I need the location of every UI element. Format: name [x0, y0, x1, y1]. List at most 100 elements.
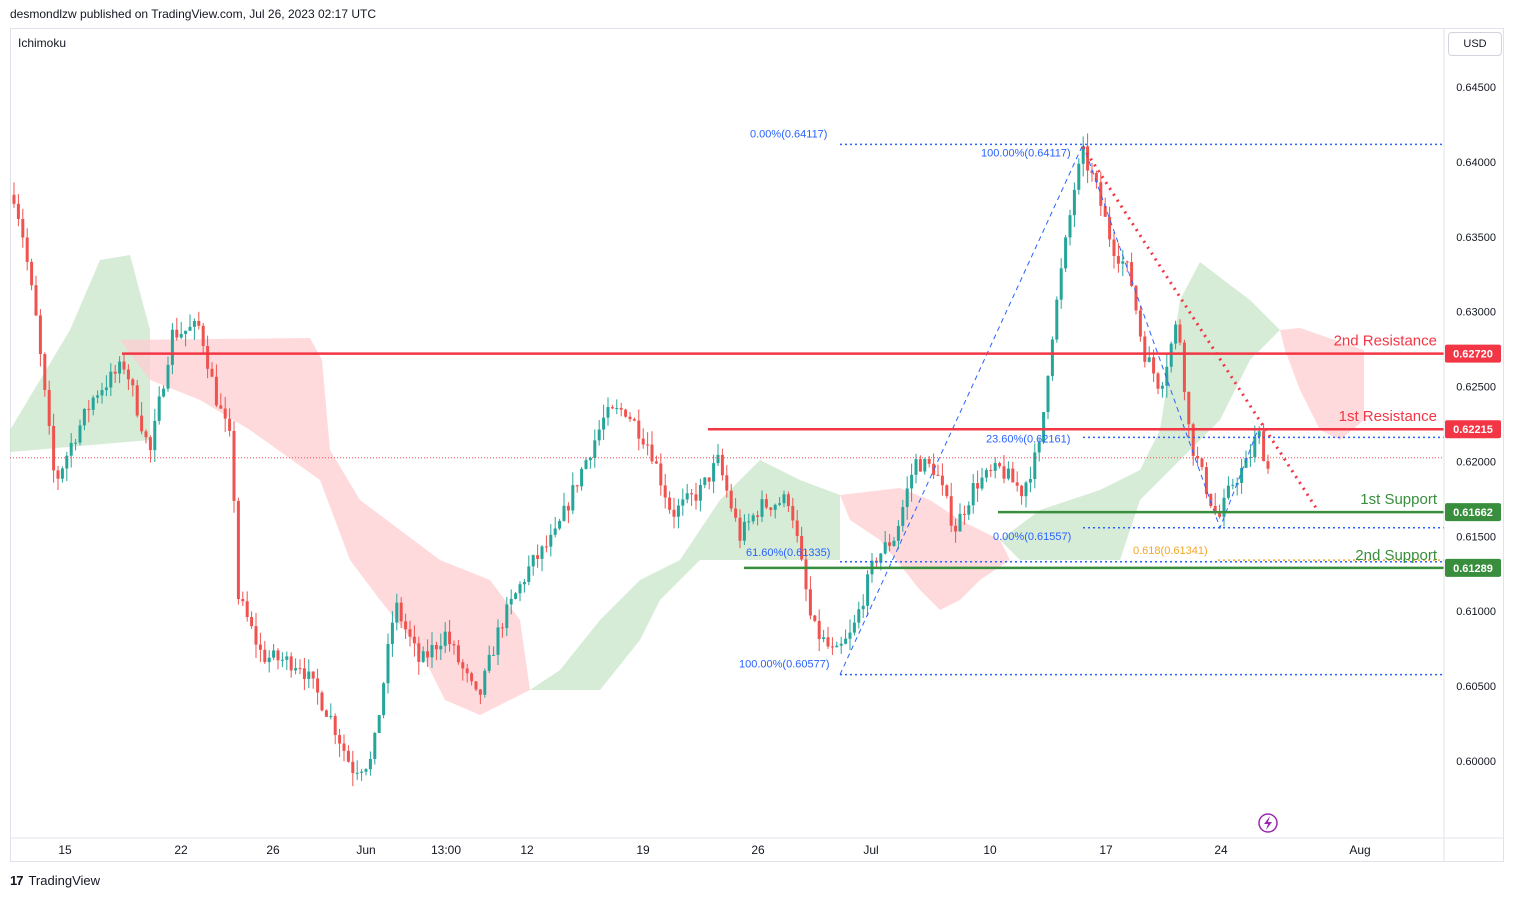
candle: [830, 637, 834, 656]
candle: [192, 318, 196, 340]
candle-body: [1015, 482, 1019, 486]
candle-body: [368, 758, 372, 770]
candle: [967, 501, 971, 521]
candle-body: [839, 643, 843, 646]
candle: [1068, 209, 1072, 246]
candle: [734, 498, 738, 522]
candle: [294, 658, 298, 675]
lightning-icon[interactable]: [1258, 813, 1278, 833]
candle-body: [1042, 412, 1046, 443]
candle: [329, 703, 333, 720]
candle-body: [487, 654, 491, 671]
candle: [505, 597, 509, 637]
candle: [263, 641, 267, 664]
candle: [96, 390, 100, 404]
candle-body: [135, 385, 139, 416]
candle: [804, 549, 808, 602]
candle-body: [676, 505, 680, 517]
candle-body: [993, 463, 997, 471]
candle-body: [1226, 485, 1230, 498]
footer-brand[interactable]: 17 TradingView: [10, 873, 100, 888]
candle: [1081, 136, 1085, 177]
candle-body: [606, 407, 610, 418]
candle: [157, 386, 161, 425]
candle-body: [126, 369, 130, 380]
candle-body: [659, 463, 663, 486]
candle: [1165, 353, 1169, 398]
candle: [333, 713, 337, 745]
candle-body: [654, 461, 658, 464]
candle: [826, 626, 830, 649]
candle: [219, 393, 223, 410]
candle-body: [360, 771, 364, 773]
candle-body: [1169, 343, 1173, 367]
candle: [12, 182, 16, 208]
candle-body: [883, 542, 887, 554]
candle-body: [1024, 482, 1028, 497]
candle: [791, 497, 795, 529]
candle-body: [1156, 373, 1160, 389]
candle: [1143, 331, 1147, 368]
candle-body: [25, 237, 29, 262]
cloud-segment-3: [840, 488, 1010, 610]
candle-body: [496, 627, 500, 655]
candle: [140, 402, 144, 435]
candle-body: [285, 656, 289, 660]
candle-body: [773, 504, 777, 510]
currency-button[interactable]: USD: [1448, 32, 1502, 56]
candle-body: [434, 644, 438, 650]
price-axis[interactable]: 0.62720 0.62215 0.61662 0.61289 0.64500 0.640…: [1443, 28, 1501, 862]
indicator-label[interactable]: Ichimoku: [18, 36, 67, 50]
candle-body: [1244, 457, 1248, 468]
candle: [267, 650, 271, 673]
candle-body: [1200, 458, 1204, 468]
candle: [280, 652, 284, 668]
candle-body: [720, 454, 724, 476]
candle-body: [373, 732, 377, 759]
candle: [540, 545, 544, 572]
candle-body: [760, 499, 764, 517]
candle: [558, 518, 562, 531]
candle: [716, 443, 720, 466]
candle-body: [364, 769, 368, 772]
candle-body: [725, 475, 729, 491]
candle: [254, 612, 258, 658]
candle-body: [30, 261, 34, 286]
candle: [619, 402, 623, 417]
candle: [21, 208, 25, 248]
candle: [1064, 234, 1068, 273]
candle-body: [518, 584, 522, 594]
candle-body: [914, 459, 918, 475]
candle-body: [1108, 216, 1112, 240]
candle: [496, 619, 500, 665]
candle: [78, 419, 82, 446]
candle-body: [1002, 466, 1006, 479]
candle-body: [1072, 189, 1076, 216]
time-axis[interactable]: 15 22 26 Jun 13:00 12 19 26 Jul 10 17 24 Aug: [10, 837, 1504, 857]
candle: [918, 455, 922, 472]
candle-body: [1182, 342, 1186, 392]
candle-body: [408, 629, 412, 637]
price-tick-1: 0.64000: [1456, 157, 1496, 169]
candle: [1226, 476, 1230, 500]
candle: [1059, 258, 1063, 309]
candle: [188, 314, 192, 331]
candle-body: [747, 521, 751, 523]
candle-body: [549, 534, 553, 547]
candle: [888, 534, 892, 552]
candle: [1240, 458, 1244, 494]
candle: [434, 641, 438, 661]
candle-body: [170, 329, 174, 365]
price-tick-3: 0.63000: [1456, 307, 1496, 319]
candle-body: [624, 409, 628, 417]
price-tick-0: 0.64500: [1456, 82, 1496, 94]
candle-body: [1253, 436, 1257, 458]
candle-body: [302, 668, 306, 679]
level-tag-value: 0.62215: [1453, 424, 1493, 436]
candle-body: [989, 470, 993, 472]
candle-body: [470, 673, 474, 682]
candle: [16, 193, 20, 227]
candle: [483, 668, 487, 698]
candle: [285, 651, 289, 670]
